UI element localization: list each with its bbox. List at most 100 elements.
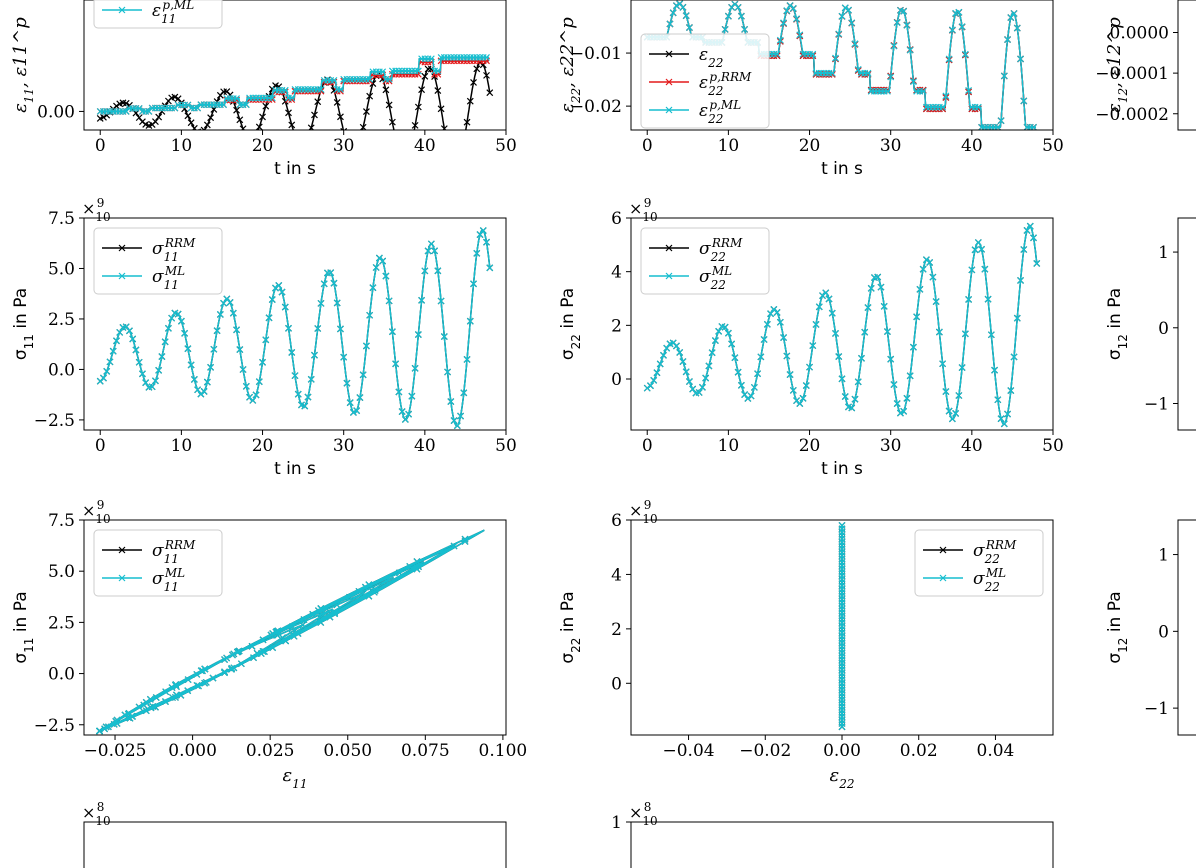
legend-label: σ11RRM: [152, 538, 196, 566]
series-marker: [210, 345, 218, 353]
series-marker: [424, 247, 432, 255]
series-marker: [682, 12, 690, 20]
legend-box: [93, 227, 223, 295]
series-marker: [356, 394, 364, 402]
series-marker: [171, 93, 179, 101]
series-marker: [897, 409, 904, 417]
series-marker: [958, 364, 966, 371]
series-marker: [653, 369, 661, 377]
series-marker: [282, 637, 290, 645]
series-marker: [151, 118, 159, 126]
series-marker: [298, 144, 304, 150]
series-marker: [874, 273, 882, 281]
series-marker: [828, 309, 836, 317]
series-marker: [832, 330, 839, 337]
series-marker: [841, 393, 849, 400]
series-marker: [838, 522, 846, 529]
series-marker: [173, 691, 180, 699]
series-marker: [434, 67, 442, 75]
series-marker: [945, 55, 953, 63]
series-marker: [291, 372, 299, 380]
legend: ε11p,ML: [93, 0, 223, 29]
x-tick-label: 0: [642, 136, 653, 156]
series-marker: [974, 239, 982, 246]
series-marker: [317, 299, 325, 307]
series-marker: [366, 75, 374, 83]
series-marker: [1004, 36, 1011, 43]
series-marker: [812, 320, 820, 328]
series-marker: [229, 651, 236, 659]
series-marker: [346, 399, 354, 407]
series-marker: [259, 358, 266, 366]
legend-box: [93, 0, 223, 29]
panel-row4_left: ×108: [82, 800, 507, 868]
axes-frame: [83, 217, 507, 431]
series-marker: [486, 264, 494, 272]
series-marker: [1000, 420, 1008, 428]
panel-eps22_t: 0 10 20 30 40 50 −0.01 −0.02 t in s ε22, ε22^p ε22…: [557, 0, 1064, 179]
series-marker: [832, 54, 839, 62]
series-marker: [458, 154, 464, 160]
series-marker: [880, 302, 888, 310]
series-marker: [994, 123, 1002, 130]
series-marker: [372, 264, 380, 271]
series-marker: [269, 644, 277, 652]
x-tick-label: −0.04: [662, 741, 714, 761]
series-marker: [760, 336, 768, 343]
x-tick-label: 20: [799, 136, 821, 156]
series-marker: [257, 650, 265, 658]
series-marker: [311, 111, 318, 119]
series-marker: [919, 265, 927, 273]
series-marker: [265, 314, 273, 322]
y-tick-label: 7.5: [48, 511, 75, 531]
series-marker: [392, 360, 400, 368]
series-marker: [799, 394, 807, 402]
series-marker: [106, 358, 114, 366]
series-marker: [396, 569, 403, 577]
series-marker: [796, 31, 804, 39]
series-marker: [330, 279, 338, 287]
series-marker: [473, 249, 481, 257]
series-marker: [307, 375, 315, 383]
series-marker: [444, 368, 451, 376]
series-marker: [958, 23, 966, 31]
series-marker: [686, 24, 693, 31]
series-marker: [379, 257, 387, 265]
series-marker: [355, 587, 363, 595]
series-marker: [413, 558, 421, 566]
series-marker: [793, 15, 800, 23]
series-marker: [1033, 260, 1041, 267]
series-marker: [942, 92, 950, 100]
x-tick-label: 40: [961, 436, 983, 456]
series-marker: [906, 46, 914, 54]
series-marker: [236, 346, 244, 353]
series-marker: [155, 113, 163, 121]
series-marker: [116, 328, 124, 336]
series-marker: [388, 118, 396, 126]
series-group: [838, 522, 846, 731]
series-group: [96, 53, 494, 160]
series-marker: [346, 593, 353, 601]
series-marker: [401, 416, 409, 423]
series-marker: [460, 389, 468, 397]
series-group: [96, 529, 485, 735]
series-marker: [647, 382, 654, 390]
series-marker: [331, 610, 339, 618]
y-tick-label: 0.0: [48, 360, 75, 380]
y-tick-label: 0: [1158, 319, 1169, 339]
series-marker: [379, 68, 387, 76]
series-marker: [994, 396, 1002, 404]
series-marker: [317, 86, 325, 93]
series-marker: [867, 284, 875, 292]
series-marker: [906, 372, 914, 380]
series-marker: [142, 379, 150, 387]
series-marker: [747, 392, 755, 400]
series-marker: [656, 360, 664, 368]
series-marker: [233, 648, 241, 656]
x-tick-label: 0.000: [168, 741, 217, 761]
series-marker: [173, 683, 180, 690]
series-marker: [149, 702, 157, 710]
x-tick-label: 0.02: [900, 741, 938, 761]
series-marker: [398, 408, 406, 415]
y-tick-label: 0.00: [37, 102, 75, 122]
